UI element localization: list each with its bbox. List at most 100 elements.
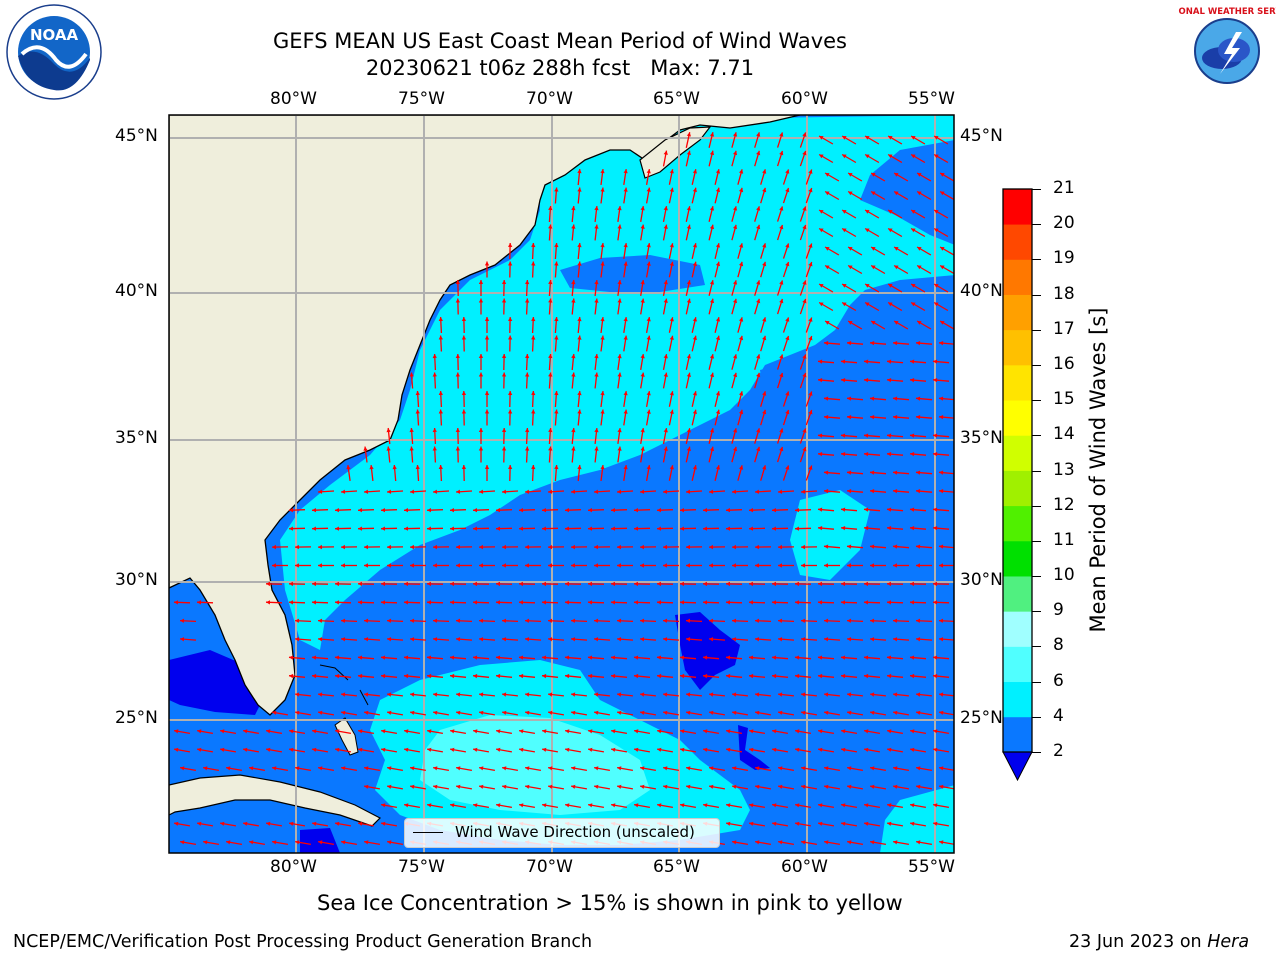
wind-wave-arrow-head — [709, 132, 715, 137]
wind-wave-arrow-head — [600, 243, 605, 248]
wind-wave-arrow-head — [933, 600, 937, 605]
wind-wave-arrow-head — [940, 173, 945, 177]
wind-wave-arrow-head — [663, 428, 668, 433]
wind-wave-arrow-head — [865, 210, 870, 214]
wind-wave-arrow-head — [785, 317, 790, 322]
wind-wave-arrow-head — [842, 210, 847, 214]
wind-wave-arrow-head — [772, 747, 777, 752]
colorbar-band — [1003, 576, 1032, 612]
wind-wave-arrow-head — [824, 396, 829, 401]
wind-wave-arrow-head — [680, 581, 684, 587]
wind-wave-arrow-head — [479, 637, 484, 642]
wind-wave-arrow-head — [755, 784, 760, 789]
wind-wave-arrow-head — [461, 409, 467, 414]
wind-wave-arrow-head — [785, 187, 790, 193]
wind-wave-arrow-head — [772, 508, 776, 513]
wind-wave-arrow-head — [663, 692, 668, 697]
wind-wave-arrow-head — [680, 600, 684, 605]
wind-wave-arrow-head — [801, 766, 806, 771]
wind-wave-arrow-head — [825, 191, 830, 196]
wind-wave-arrow-head — [847, 470, 852, 475]
wind-wave-arrow-head — [870, 637, 875, 642]
wind-wave-arrow-head — [933, 729, 938, 734]
wind-wave-arrow-head — [841, 655, 846, 660]
wind-wave-arrow-head — [779, 132, 784, 137]
wind-wave-arrow-head — [565, 729, 570, 734]
wind-wave-arrow-head — [312, 600, 316, 605]
wind-wave-arrow-head — [617, 489, 622, 494]
wind-wave-arrow-head — [686, 618, 691, 623]
wind-wave-arrow-head — [548, 280, 553, 285]
wind-wave-arrow-head — [502, 637, 507, 642]
wind-wave-arrow-head — [496, 581, 500, 587]
sea-ice-note: Sea Ice Concentration > 15% is shown in … — [317, 891, 903, 915]
wind-wave-arrow-head — [473, 581, 477, 587]
wind-wave-arrow-head — [611, 747, 616, 752]
wind-wave-arrow-head — [680, 508, 684, 513]
wind-wave-arrow-head — [939, 470, 944, 475]
wind-wave-arrow-head — [450, 673, 455, 679]
wind-wave-arrow-head — [502, 544, 506, 550]
colorbar-band — [1003, 329, 1032, 366]
wind-wave-arrow-head — [825, 321, 830, 325]
colorbar-band — [1003, 294, 1032, 331]
wind-wave-arrow-head — [295, 544, 299, 550]
wind-wave-arrow-head — [772, 581, 776, 587]
wind-wave-arrow-head — [888, 210, 893, 214]
wind-wave-arrow-head — [893, 396, 898, 401]
lon-label-top-80w: 80°W — [270, 89, 317, 109]
wind-wave-arrow-head — [841, 507, 846, 512]
wind-wave-arrow-head — [795, 821, 800, 826]
colorbar-band — [1003, 681, 1032, 718]
wind-wave-arrow-head — [841, 600, 845, 605]
wind-wave-arrow-head — [335, 581, 339, 587]
colorbar-tick-mark — [1032, 400, 1041, 402]
wind-wave-arrow-head — [732, 784, 737, 789]
wind-wave-arrow-head — [916, 544, 921, 549]
wind-wave-arrow-head — [808, 262, 813, 267]
wind-wave-arrow-head — [916, 563, 920, 568]
wind-wave-arrow-head — [272, 766, 277, 771]
wind-wave-arrow-head — [335, 526, 339, 531]
wind-wave-arrow-head — [456, 766, 461, 771]
wind-wave-arrow-head — [842, 136, 847, 140]
wind-wave-arrow-head — [548, 692, 553, 697]
wind-wave-arrow-head — [600, 409, 605, 414]
wind-wave-arrow-head — [531, 391, 536, 396]
wind-wave-arrow-head — [525, 710, 530, 715]
wind-wave-arrow-head — [519, 803, 524, 808]
wind-wave-arrow-head — [841, 729, 846, 734]
wind-wave-arrow-head — [571, 428, 576, 433]
wind-wave-arrow-head — [571, 298, 576, 303]
wind-wave-arrow-head — [888, 284, 893, 288]
wind-wave-arrow-head — [824, 544, 829, 549]
wind-wave-arrow-head — [772, 600, 776, 605]
wind-wave-arrow-head — [496, 600, 500, 605]
wind-wave-arrow-head — [709, 372, 715, 378]
wind-wave-arrow-head — [640, 563, 644, 568]
wind-wave-arrow-head — [554, 243, 559, 248]
wind-wave-arrow-head — [571, 618, 576, 623]
wind-wave-arrow-head — [519, 600, 523, 605]
legend-label: Wind Wave Direction (unscaled) — [455, 823, 695, 841]
wind-wave-arrow-head — [318, 618, 323, 623]
wind-wave-arrow-head — [519, 729, 524, 734]
wind-wave-arrow-head — [657, 673, 662, 679]
wind-wave-arrow-head — [461, 317, 467, 321]
wind-wave-arrow-head — [479, 489, 484, 494]
wind-wave-arrow-head — [404, 729, 409, 734]
wind-wave-arrow-head — [341, 544, 345, 550]
wind-wave-arrow-head — [410, 563, 414, 568]
wind-wave-arrow-head — [680, 803, 685, 808]
wind-wave-arrow-head — [548, 354, 553, 359]
wind-wave-arrow-head — [387, 563, 391, 568]
wind-wave-arrow-head — [864, 655, 869, 660]
wind-wave-arrow-head — [819, 136, 824, 140]
wind-wave-arrow-head — [640, 618, 645, 623]
wind-wave-arrow-head — [387, 710, 392, 715]
wind-wave-arrow-head — [461, 335, 467, 340]
colorbar-tick-mark — [1032, 224, 1041, 226]
wind-wave-arrow-head — [640, 766, 645, 771]
wind-wave-arrow-head — [818, 526, 823, 531]
wind-wave-arrow-head — [755, 618, 760, 623]
